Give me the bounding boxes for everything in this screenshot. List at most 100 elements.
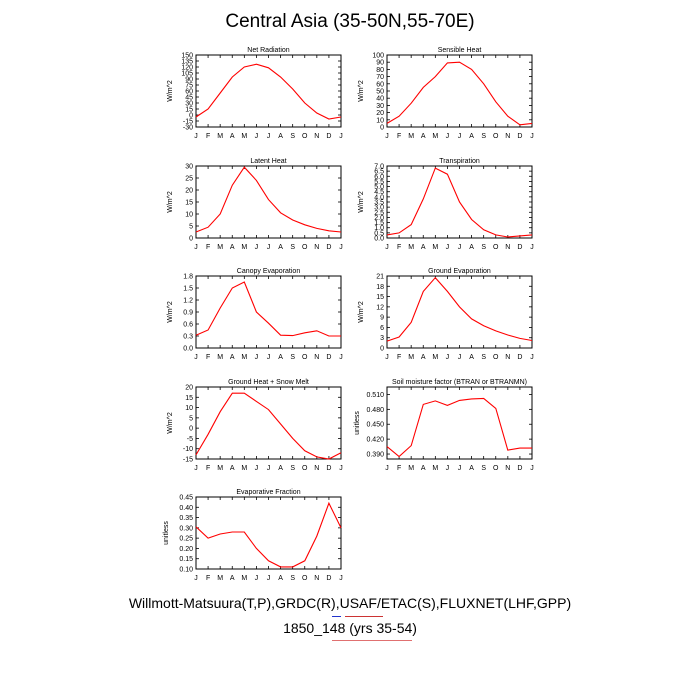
y-tick-label: 2.0: [374, 215, 384, 222]
data-point: [292, 219, 293, 220]
data-point: [483, 325, 484, 326]
data-point: [398, 116, 399, 117]
data-point: [292, 88, 293, 89]
x-tick-label: S: [290, 465, 295, 472]
y-tick-label: 21: [376, 274, 384, 281]
y-tick-label: 0.0: [183, 346, 193, 353]
data-point: [411, 445, 412, 446]
x-tick-label: M: [217, 133, 223, 140]
data-point: [304, 450, 305, 451]
data-point: [268, 409, 269, 410]
data-point: [519, 447, 520, 448]
series-line: [195, 166, 342, 233]
y-tick-label: 12: [376, 304, 384, 311]
x-tick-label: D: [326, 575, 331, 582]
data-point: [459, 306, 460, 307]
data-point: [340, 231, 341, 232]
data-point: [495, 234, 496, 235]
data-point: [232, 76, 233, 77]
x-tick-label: J: [194, 354, 198, 361]
data-point: [244, 281, 245, 282]
x-tick-label: O: [493, 354, 499, 361]
x-tick-label: M: [217, 575, 223, 582]
series-line: [195, 281, 341, 337]
x-tick-label: S: [290, 133, 295, 140]
x-tick-label: M: [432, 465, 438, 472]
y-tick-label: 0.6: [183, 322, 193, 329]
data-point: [531, 340, 532, 341]
y-tick-label: 0.420: [366, 437, 384, 444]
x-tick-label: A: [278, 354, 283, 361]
data-point: [507, 236, 508, 237]
data-point: [268, 199, 269, 200]
x-tick-label: O: [302, 354, 308, 361]
data-point: [531, 234, 532, 235]
x-tick-label: F: [206, 133, 210, 140]
y-axis-label: W/m^2: [358, 191, 365, 213]
data-point: [244, 531, 245, 532]
data-point: [435, 76, 436, 77]
y-tick-label: 60: [185, 89, 193, 96]
x-tick-label: J: [339, 575, 343, 582]
panel-1: Net Radiation -30-15015304560759010512013…: [167, 47, 343, 140]
y-tick-label: 150: [181, 53, 193, 60]
series-line: [195, 501, 342, 568]
y-tick-label: 10: [185, 405, 193, 412]
x-tick-label: A: [230, 133, 235, 140]
x-tick-label: M: [408, 244, 414, 251]
y-tick-label: 5.0: [374, 184, 384, 191]
y-tick-label: 75: [185, 83, 193, 90]
x-tick-label: D: [326, 244, 331, 251]
data-point: [340, 335, 341, 336]
x-tick-label: M: [241, 354, 247, 361]
x-tick-label: A: [230, 244, 235, 251]
y-tick-label: 50: [376, 89, 384, 96]
x-tick-label: J: [339, 244, 343, 251]
y-tick-label: 15: [185, 200, 193, 207]
y-tick-label: 45: [185, 95, 193, 102]
x-tick-label: D: [517, 465, 522, 472]
data-point: [423, 404, 424, 405]
data-point: [220, 411, 221, 412]
y-tick-label: 100: [372, 53, 384, 60]
data-point: [232, 287, 233, 288]
x-tick-label: A: [421, 244, 426, 251]
y-tick-label: 1.0: [374, 225, 384, 232]
caption-case: 1850_148 (yrs 35-54): [283, 620, 417, 636]
y-tick-label: 2.5: [374, 210, 384, 217]
x-tick-label: A: [469, 133, 474, 140]
y-tick-label: 1.8: [183, 274, 193, 281]
data-point: [411, 322, 412, 323]
data-point: [316, 228, 317, 229]
data-point: [459, 400, 460, 401]
data-point: [280, 423, 281, 424]
plot-frame: [195, 496, 342, 570]
x-tick-label: J: [339, 465, 343, 472]
y-tick-label: 5: [189, 224, 193, 231]
x-tick-label: J: [385, 244, 389, 251]
data-point: [507, 116, 508, 117]
x-tick-label: F: [397, 354, 401, 361]
x-tick-label: M: [241, 244, 247, 251]
x-tick-label: M: [241, 133, 247, 140]
data-point: [207, 538, 208, 539]
panel-title: Ground Heat + Snow Melt: [228, 379, 309, 386]
y-axis-label: W/m^2: [167, 412, 174, 434]
y-tick-label: 1.5: [183, 286, 193, 293]
series-line: [195, 392, 342, 460]
y-tick-label: 0: [189, 426, 193, 433]
data-point: [268, 67, 269, 68]
x-tick-label: N: [505, 133, 510, 140]
x-tick-label: J: [446, 244, 450, 251]
x-tick-label: A: [469, 354, 474, 361]
x-tick-label: J: [267, 244, 271, 251]
y-tick-label: 3.5: [374, 200, 384, 207]
data-point: [316, 330, 317, 331]
y-tick-label: 1.2: [183, 298, 193, 305]
y-axis-label: W/m^2: [167, 191, 174, 213]
x-tick-label: S: [290, 354, 295, 361]
x-tick-label: M: [408, 133, 414, 140]
y-tick-label: 0.510: [366, 392, 384, 399]
x-tick-label: S: [481, 354, 486, 361]
